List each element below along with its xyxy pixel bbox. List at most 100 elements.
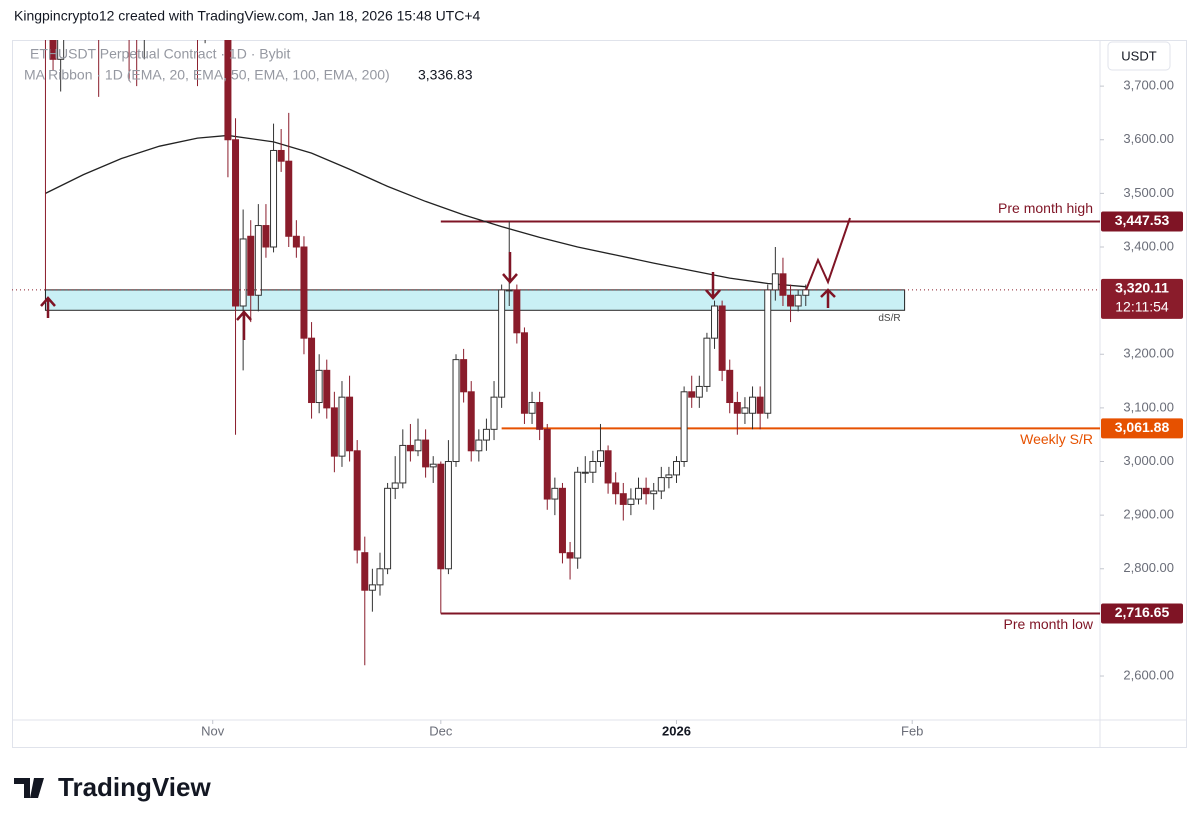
candle-body <box>771 273 779 291</box>
currency-button[interactable] <box>1107 41 1171 71</box>
candle-body <box>49 40 57 60</box>
y-tick-label: 3,000.00 <box>1123 453 1174 468</box>
candle-body <box>695 385 703 398</box>
candle-body <box>308 337 316 404</box>
level-price: 3,447.53 <box>1115 212 1170 228</box>
candle-body <box>612 482 620 495</box>
chart-title: ETHUSDT Perpetual Contract · 1D · Bybit <box>30 46 290 62</box>
zone-label: dS/R <box>878 313 900 324</box>
arrow-down <box>705 272 721 300</box>
brand: TradingView <box>58 772 211 802</box>
candle-body <box>437 463 445 570</box>
candle-body <box>444 461 452 570</box>
candle-body <box>665 474 673 479</box>
candle-body <box>224 40 232 141</box>
indicator-value: 3,336.83 <box>418 67 473 83</box>
candle-body <box>650 490 658 495</box>
candle-body <box>718 305 726 371</box>
candle-body <box>779 273 787 296</box>
candle-body <box>232 139 240 307</box>
candle-body <box>543 428 551 500</box>
candle-body <box>475 439 483 452</box>
candle-body <box>764 289 772 414</box>
y-tick-label: 3,600.00 <box>1123 131 1174 146</box>
candle-body <box>57 40 65 60</box>
arrow-up <box>820 288 836 308</box>
y-tick-label: 3,200.00 <box>1123 346 1174 361</box>
candle-body <box>338 396 346 457</box>
candle-body <box>528 402 536 414</box>
candle-body <box>482 428 490 441</box>
x-tick-label: Dec <box>429 723 453 738</box>
level-price-box <box>1101 418 1183 439</box>
candle-body <box>254 225 262 296</box>
candle-body <box>368 584 376 591</box>
candle-body <box>490 396 498 430</box>
currency[interactable]: USDT <box>1121 48 1156 63</box>
candle-body <box>733 402 741 414</box>
projection <box>805 217 851 291</box>
candle-body <box>726 369 734 404</box>
candle-body <box>642 487 650 495</box>
candle-body <box>353 450 361 551</box>
candle-body <box>589 461 597 473</box>
brand-logo: TradingView <box>14 772 211 802</box>
candle-body <box>558 487 566 554</box>
candle-body <box>376 568 384 586</box>
candle-body <box>627 498 635 505</box>
candle-body <box>498 289 506 398</box>
logo-dot <box>33 778 41 786</box>
candle-body <box>604 450 612 484</box>
arrow-up <box>236 310 252 340</box>
candle-body <box>452 359 460 463</box>
level-price-box <box>1101 211 1183 232</box>
arrow-down <box>502 252 518 284</box>
candle-body <box>619 493 627 505</box>
candle-body <box>787 294 795 307</box>
candle-body <box>794 294 802 307</box>
attribution: Kingpincrypto12 created with TradingView… <box>14 8 481 24</box>
candle-body <box>551 487 559 500</box>
arrow-up <box>40 296 56 318</box>
x-tick-label: Feb <box>901 723 923 738</box>
candle-body <box>520 332 528 414</box>
candle-body <box>391 482 399 489</box>
candle-body <box>566 552 574 559</box>
y-tick-label: 3,100.00 <box>1123 399 1174 414</box>
candle-body <box>262 225 270 248</box>
candle-body <box>703 337 711 387</box>
y-tick-label: 3,500.00 <box>1123 185 1174 200</box>
candle-body <box>688 391 696 398</box>
candle-body <box>292 235 300 248</box>
candle-body <box>657 477 665 492</box>
y-tick-label: 2,600.00 <box>1123 667 1174 682</box>
candle-body <box>467 391 475 452</box>
candle-body <box>239 238 247 307</box>
candle-body <box>505 289 513 292</box>
candle-body <box>406 444 414 452</box>
candle-body <box>315 369 323 404</box>
candle-body <box>536 402 544 430</box>
countdown: 12:11:54 <box>1115 299 1169 315</box>
panel-border <box>12 40 1187 748</box>
last-price-box <box>1101 278 1183 319</box>
candle-body <box>384 487 392 570</box>
candle-body <box>711 305 719 339</box>
indicator-label: MA Ribbon · 1D (EMA, 20, EMA, 50, EMA, 1… <box>24 67 390 83</box>
level-name: Pre month high <box>998 200 1093 216</box>
level-price: 2,716.65 <box>1115 604 1170 620</box>
y-tick-label: 3,400.00 <box>1123 238 1174 253</box>
candle-body <box>680 391 688 463</box>
level-name: Weekly S/R <box>1020 431 1093 447</box>
ma-line <box>45 134 806 288</box>
candle-body <box>422 439 430 468</box>
candle-body <box>285 160 293 237</box>
x-tick-label: Nov <box>201 723 225 738</box>
candle-body <box>513 289 521 334</box>
drawings <box>40 217 851 340</box>
y-tick-label: 2,800.00 <box>1123 560 1174 575</box>
candle-body <box>361 552 369 591</box>
